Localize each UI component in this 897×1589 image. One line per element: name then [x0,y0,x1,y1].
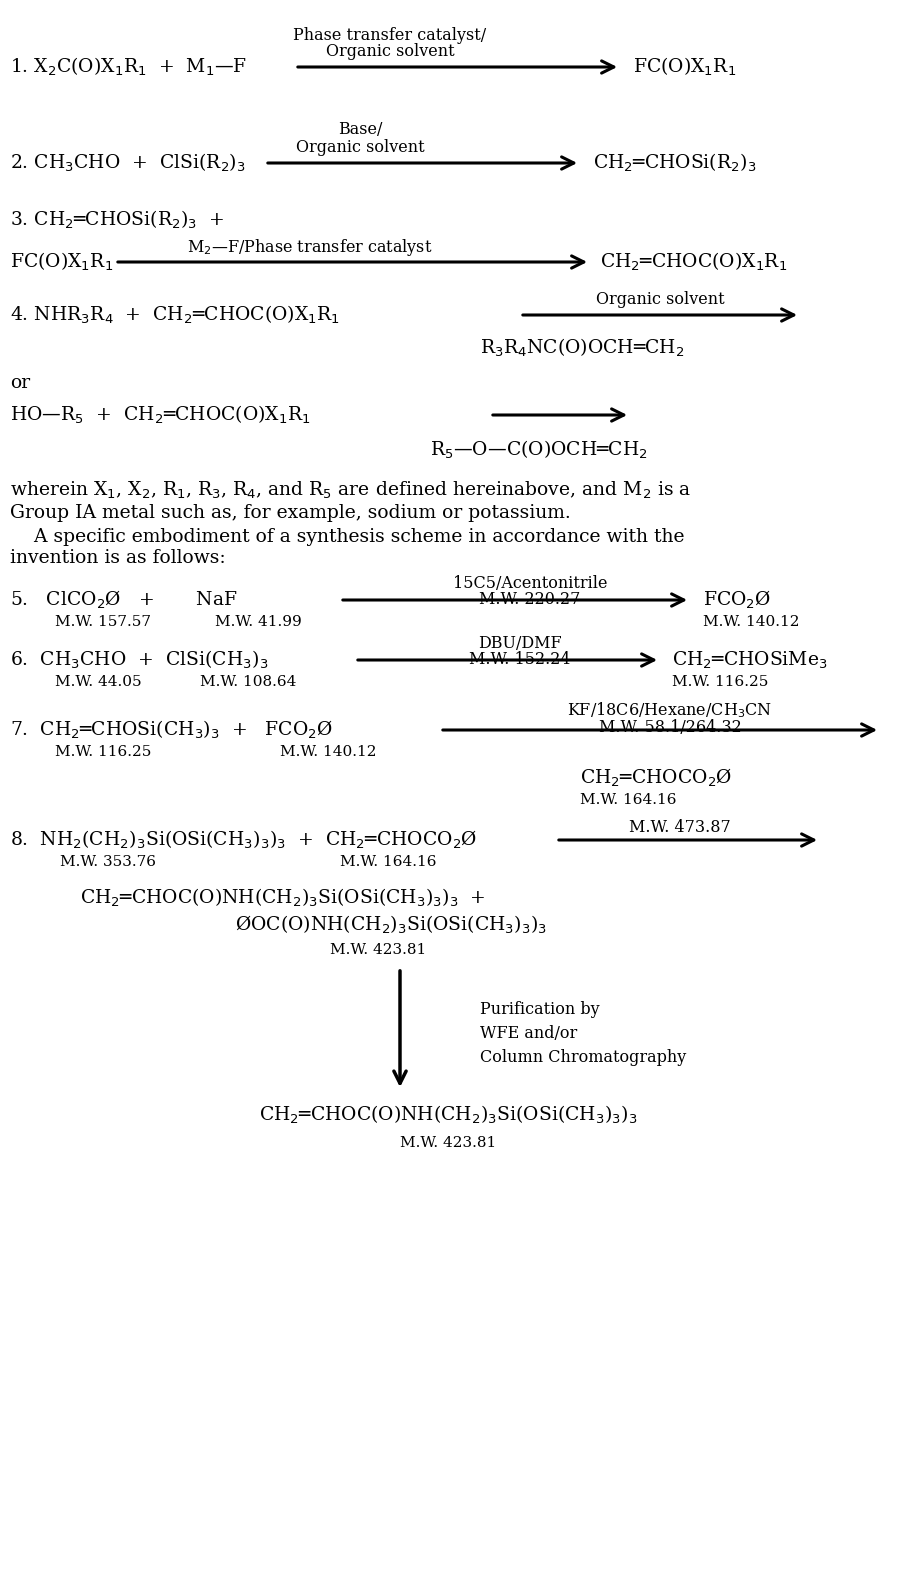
Text: 5.   ClCO$_2$Ø   +       NaF: 5. ClCO$_2$Ø + NaF [10,590,238,612]
Text: Organic solvent: Organic solvent [296,140,424,156]
Text: 1. X$_2$C(O)X$_1$R$_1$  +  M$_1$—F: 1. X$_2$C(O)X$_1$R$_1$ + M$_1$—F [10,56,248,78]
Text: M.W. 116.25: M.W. 116.25 [672,675,769,690]
Text: M.W. 58.1/264.32: M.W. 58.1/264.32 [598,718,742,736]
Text: Column Chromatography: Column Chromatography [480,1049,686,1066]
Text: WFE and/or: WFE and/or [480,1025,578,1041]
Text: invention is as follows:: invention is as follows: [10,550,226,567]
Text: Organic solvent: Organic solvent [596,291,724,308]
Text: R$_3$R$_4$NC(O)OCH═CH$_2$: R$_3$R$_4$NC(O)OCH═CH$_2$ [480,337,684,359]
Text: 7.  CH$_2$═CHOSi(CH$_3$)$_3$  +   FCO$_2$Ø: 7. CH$_2$═CHOSi(CH$_3$)$_3$ + FCO$_2$Ø [10,718,333,740]
Text: DBU/DMF: DBU/DMF [478,634,562,651]
Text: 3. CH$_2$═CHOSi(R$_2$)$_3$  +: 3. CH$_2$═CHOSi(R$_2$)$_3$ + [10,208,224,230]
Text: CH$_2$═CHOSiMe$_3$: CH$_2$═CHOSiMe$_3$ [672,650,828,671]
Text: M.W. 108.64: M.W. 108.64 [200,675,296,690]
Text: Group IA metal such as, for example, sodium or potassium.: Group IA metal such as, for example, sod… [10,504,570,523]
Text: M.W. 152.24: M.W. 152.24 [469,651,570,669]
Text: M.W. 423.81: M.W. 423.81 [400,1136,496,1150]
Text: CH$_2$═CHOC(O)X$_1$R$_1$: CH$_2$═CHOC(O)X$_1$R$_1$ [600,251,788,273]
Text: M.W. 220.27: M.W. 220.27 [479,591,580,609]
Text: FC(O)X$_1$R$_1$: FC(O)X$_1$R$_1$ [10,251,113,273]
Text: M.W. 473.87: M.W. 473.87 [629,820,731,836]
Text: R$_5$—O—C(O)OCH═CH$_2$: R$_5$—O—C(O)OCH═CH$_2$ [430,439,648,461]
Text: M.W. 353.76: M.W. 353.76 [60,855,156,869]
Text: CH$_2$═CHOCO$_2$Ø: CH$_2$═CHOCO$_2$Ø [580,767,732,790]
Text: 6.  CH$_3$CHO  +  ClSi(CH$_3$)$_3$: 6. CH$_3$CHO + ClSi(CH$_3$)$_3$ [10,648,268,671]
Text: CH$_2$═CHOSi(R$_2$)$_3$: CH$_2$═CHOSi(R$_2$)$_3$ [593,153,756,175]
Text: M.W. 140.12: M.W. 140.12 [280,745,377,760]
Text: KF/18C6/Hexane/CH$_3$CN: KF/18C6/Hexane/CH$_3$CN [568,701,772,720]
Text: Organic solvent: Organic solvent [326,43,454,60]
Text: or: or [10,373,30,392]
Text: A specific embodiment of a synthesis scheme in accordance with the: A specific embodiment of a synthesis sch… [10,528,684,547]
Text: Phase transfer catalyst/: Phase transfer catalyst/ [293,27,486,43]
Text: wherein X$_1$, X$_2$, R$_1$, R$_3$, R$_4$, and R$_5$ are defined hereinabove, an: wherein X$_1$, X$_2$, R$_1$, R$_3$, R$_4… [10,480,691,501]
Text: 4. NHR$_3$R$_4$  +  CH$_2$═CHOC(O)X$_1$R$_1$: 4. NHR$_3$R$_4$ + CH$_2$═CHOC(O)X$_1$R$_… [10,303,340,326]
Text: M.W. 41.99: M.W. 41.99 [215,615,301,629]
Text: 15C5/Acentonitrile: 15C5/Acentonitrile [453,575,607,591]
Text: M.W. 140.12: M.W. 140.12 [703,615,799,629]
Text: CH$_2$═CHOC(O)NH(CH$_2$)$_3$Si(OSi(CH$_3$)$_3$)$_3$: CH$_2$═CHOC(O)NH(CH$_2$)$_3$Si(OSi(CH$_3… [259,1104,637,1127]
Text: FCO$_2$Ø: FCO$_2$Ø [703,590,771,612]
Text: 2. CH$_3$CHO  +  ClSi(R$_2$)$_3$: 2. CH$_3$CHO + ClSi(R$_2$)$_3$ [10,153,246,175]
Text: ØOC(O)NH(CH$_2$)$_3$Si(OSi(CH$_3$)$_3$)$_3$: ØOC(O)NH(CH$_2$)$_3$Si(OSi(CH$_3$)$_3$)$… [235,914,547,936]
Text: M.W. 44.05: M.W. 44.05 [55,675,142,690]
Text: M.W. 423.81: M.W. 423.81 [330,942,426,957]
Text: M$_2$—F/Phase transfer catalyst: M$_2$—F/Phase transfer catalyst [187,237,432,257]
Text: M.W. 164.16: M.W. 164.16 [580,793,676,807]
Text: CH$_2$═CHOC(O)NH(CH$_2$)$_3$Si(OSi(CH$_3$)$_3$)$_3$  +: CH$_2$═CHOC(O)NH(CH$_2$)$_3$Si(OSi(CH$_3… [80,887,486,909]
Text: FC(O)X$_1$R$_1$: FC(O)X$_1$R$_1$ [633,56,736,78]
Text: M.W. 164.16: M.W. 164.16 [340,855,437,869]
Text: Base/: Base/ [338,121,382,138]
Text: HO—R$_5$  +  CH$_2$═CHOC(O)X$_1$R$_1$: HO—R$_5$ + CH$_2$═CHOC(O)X$_1$R$_1$ [10,404,310,426]
Text: M.W. 157.57: M.W. 157.57 [55,615,151,629]
Text: M.W. 116.25: M.W. 116.25 [55,745,152,760]
Text: 8.  NH$_2$(CH$_2$)$_3$Si(OSi(CH$_3$)$_3$)$_3$  +  CH$_2$═CHOCO$_2$Ø: 8. NH$_2$(CH$_2$)$_3$Si(OSi(CH$_3$)$_3$)… [10,829,477,852]
Text: Purification by: Purification by [480,1001,599,1019]
